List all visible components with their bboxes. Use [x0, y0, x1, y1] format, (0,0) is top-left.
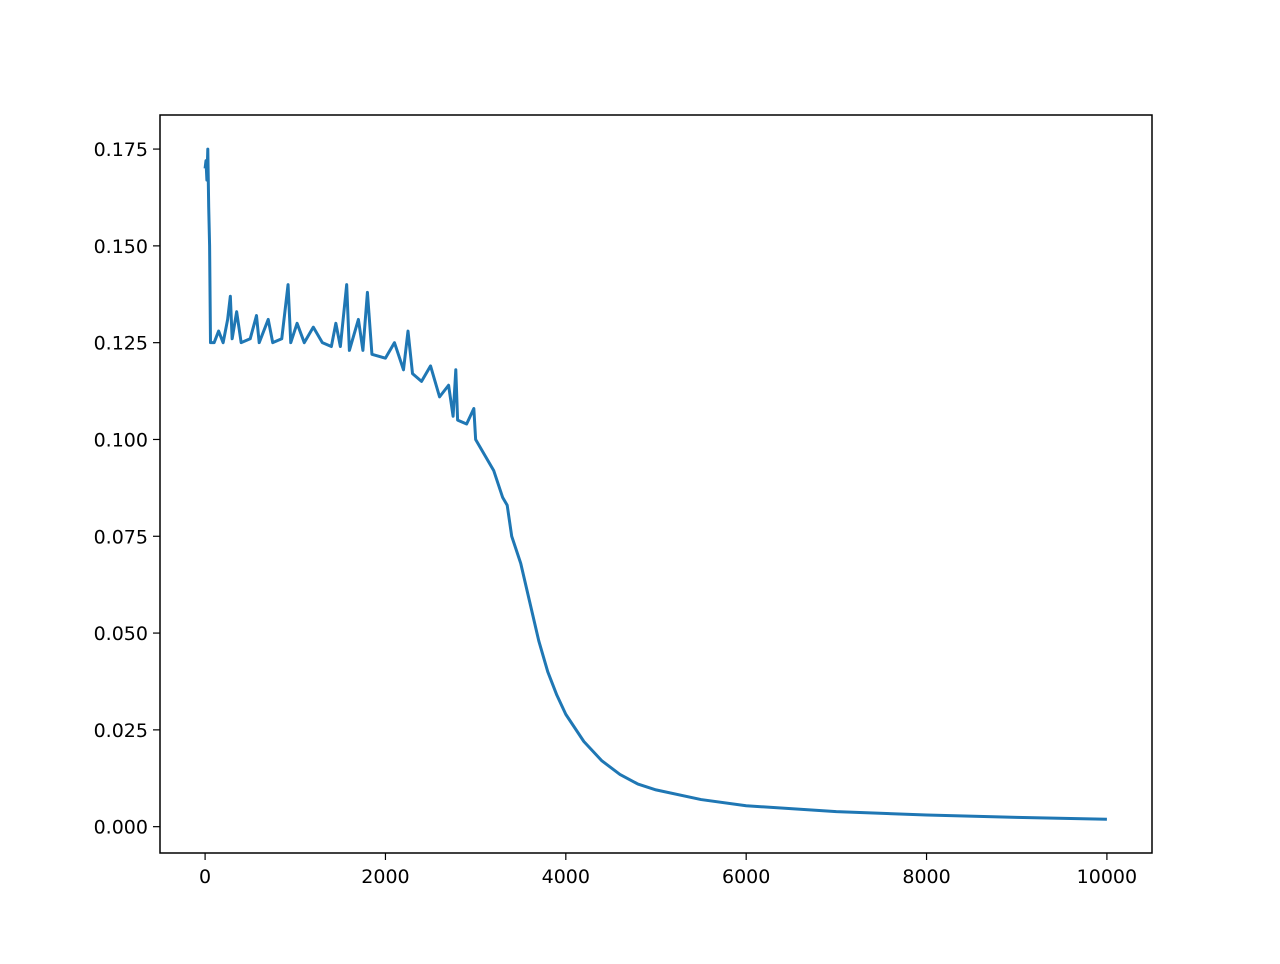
x-tick-label: 0 — [199, 866, 211, 888]
y-tick-label: 0.100 — [94, 429, 148, 451]
y-tick-label: 0.150 — [94, 236, 148, 258]
x-tick-label: 8000 — [902, 866, 950, 888]
y-tick-label: 0.175 — [94, 139, 148, 161]
y-tick-label: 0.050 — [94, 623, 148, 645]
x-tick-label: 10000 — [1077, 866, 1137, 888]
x-tick-label: 2000 — [361, 866, 409, 888]
x-tick-label: 6000 — [722, 866, 770, 888]
data-line — [203, 147, 1107, 821]
plot-frame — [159, 114, 1153, 854]
x-tick-label: 4000 — [542, 866, 590, 888]
y-tick-label: 0.025 — [94, 720, 148, 742]
y-tick-label: 0.000 — [94, 817, 148, 839]
y-tick-label: 0.125 — [94, 333, 148, 355]
y-tick-label: 0.075 — [94, 526, 148, 548]
